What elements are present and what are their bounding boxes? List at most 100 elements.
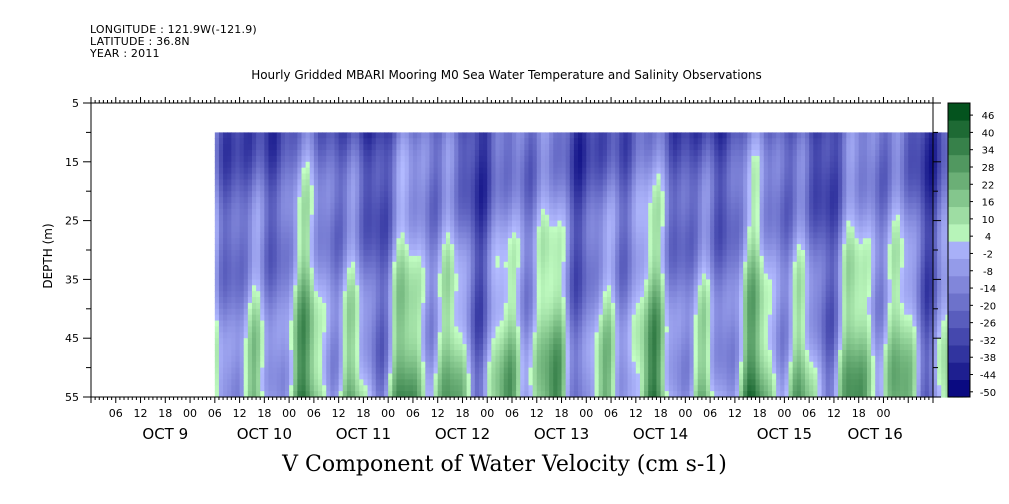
heatmap-cell bbox=[462, 173, 468, 181]
heatmap-cell bbox=[367, 379, 373, 386]
heatmap-cell bbox=[586, 285, 592, 292]
heatmap-cell bbox=[644, 244, 649, 251]
heatmap-cell bbox=[664, 197, 670, 204]
heatmap-cell bbox=[565, 308, 571, 316]
heatmap-cell bbox=[623, 214, 629, 222]
heatmap-cell bbox=[371, 349, 377, 357]
heatmap-cell bbox=[664, 314, 670, 322]
heatmap-cell bbox=[611, 144, 616, 151]
heatmap-cell bbox=[578, 214, 583, 222]
heatmap-cell bbox=[305, 232, 311, 239]
heatmap-cell bbox=[594, 349, 600, 357]
heatmap-cell bbox=[545, 391, 550, 398]
heatmap-cell bbox=[635, 238, 641, 245]
heatmap-cell bbox=[652, 250, 658, 257]
heatmap-cell bbox=[388, 232, 393, 239]
heatmap-cell bbox=[338, 349, 344, 357]
heatmap-cell bbox=[359, 361, 365, 369]
heatmap-cell bbox=[606, 320, 612, 328]
heatmap-cell bbox=[318, 250, 323, 257]
heatmap-cell bbox=[338, 291, 344, 298]
heatmap-cell bbox=[379, 338, 385, 345]
heatmap-cell bbox=[375, 326, 381, 333]
heatmap-cell bbox=[218, 167, 224, 175]
heatmap-cell bbox=[582, 314, 587, 322]
heatmap-cell bbox=[635, 261, 641, 269]
heatmap-cell bbox=[388, 326, 393, 333]
heatmap-cell bbox=[334, 267, 340, 275]
heatmap-cell bbox=[227, 297, 232, 304]
heatmap-cell bbox=[392, 338, 398, 345]
heatmap-cell bbox=[528, 279, 534, 286]
heatmap-cell bbox=[400, 138, 406, 145]
heatmap-cell bbox=[590, 185, 596, 192]
heatmap-cell bbox=[532, 197, 538, 204]
heatmap-cell bbox=[305, 214, 311, 222]
heatmap-cell bbox=[433, 238, 439, 245]
heatmap-cell bbox=[318, 302, 323, 310]
heatmap-cell bbox=[297, 238, 303, 245]
heatmap-cell bbox=[594, 379, 600, 386]
heatmap-cell bbox=[635, 349, 641, 357]
heatmap-cell bbox=[322, 250, 327, 257]
heatmap-cell bbox=[371, 279, 377, 286]
heatmap-cell bbox=[247, 179, 253, 186]
heatmap-cell bbox=[565, 232, 571, 239]
heatmap-cell bbox=[540, 273, 546, 280]
heatmap-cell bbox=[313, 302, 319, 310]
heatmap-cell bbox=[429, 138, 435, 145]
heatmap-cell bbox=[417, 355, 422, 363]
heatmap-cell bbox=[260, 361, 265, 369]
heatmap-cell bbox=[635, 220, 641, 228]
heatmap-cell bbox=[355, 379, 360, 386]
heatmap-cell bbox=[247, 291, 253, 298]
heatmap-cell bbox=[520, 326, 525, 333]
heatmap-cell bbox=[528, 155, 534, 163]
heatmap-cell bbox=[635, 385, 641, 392]
heatmap-cell bbox=[606, 344, 612, 351]
heatmap-cell bbox=[400, 155, 406, 163]
heatmap-cell bbox=[582, 308, 587, 316]
heatmap-cell bbox=[578, 244, 583, 251]
heatmap-cell bbox=[487, 232, 492, 239]
heatmap-cell bbox=[639, 285, 645, 292]
heatmap-cell bbox=[553, 179, 558, 186]
heatmap-cell bbox=[623, 261, 629, 269]
heatmap-cell bbox=[338, 385, 344, 392]
heatmap-cell bbox=[606, 326, 612, 333]
heatmap-cell bbox=[264, 297, 270, 304]
heatmap-cell bbox=[235, 291, 241, 298]
heatmap-cell bbox=[615, 261, 620, 269]
heatmap-cell bbox=[660, 232, 666, 239]
heatmap-cell bbox=[450, 279, 455, 286]
heatmap-cell bbox=[396, 155, 402, 163]
heatmap-cell bbox=[425, 379, 431, 386]
heatmap-cell bbox=[293, 173, 298, 181]
heatmap-cell bbox=[520, 238, 525, 245]
heatmap-cell bbox=[507, 238, 513, 245]
heatmap-cell bbox=[644, 314, 649, 322]
heatmap-cell bbox=[652, 297, 658, 304]
heatmap-cell bbox=[664, 167, 670, 175]
heatmap-cell bbox=[313, 320, 319, 328]
heatmap-cell bbox=[239, 155, 245, 163]
heatmap-cell bbox=[660, 244, 666, 251]
heatmap-cell bbox=[462, 144, 468, 151]
heatmap-cell bbox=[532, 144, 538, 151]
heatmap-cell bbox=[235, 361, 241, 369]
heatmap-cell bbox=[367, 344, 373, 351]
heatmap-cell bbox=[441, 255, 447, 263]
heatmap-cell bbox=[437, 191, 443, 198]
heatmap-cell bbox=[441, 185, 447, 192]
heatmap-cell bbox=[474, 361, 480, 369]
heatmap-cell bbox=[557, 185, 563, 192]
heatmap-cell bbox=[466, 302, 472, 310]
heatmap-cell bbox=[557, 261, 563, 269]
heatmap-cell bbox=[478, 132, 484, 139]
heatmap-cell bbox=[454, 379, 459, 386]
heatmap-cell bbox=[297, 320, 303, 328]
heatmap-cell bbox=[338, 214, 344, 222]
heatmap-cell bbox=[478, 385, 484, 392]
heatmap-cell bbox=[528, 285, 534, 292]
heatmap-cell bbox=[549, 349, 554, 357]
